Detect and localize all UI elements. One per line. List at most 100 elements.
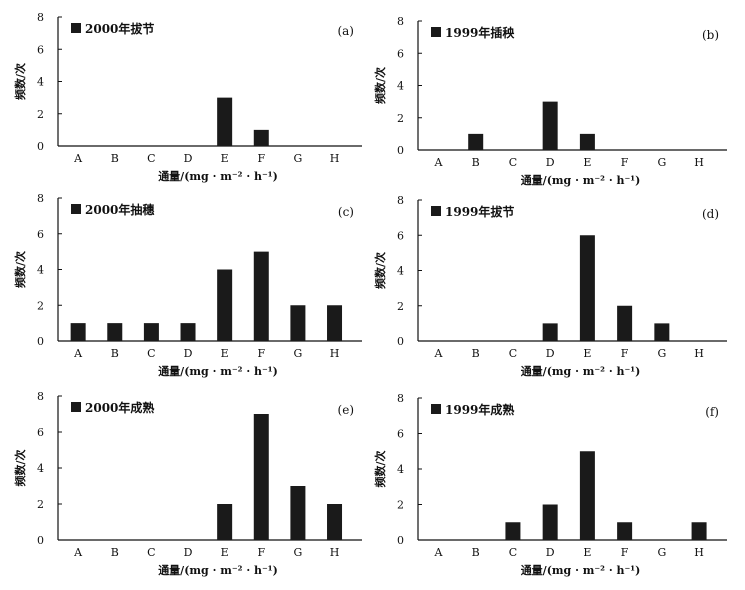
y-axis-label: 频数/次 [373,252,387,289]
x-axis-label: 通量/(mg · m⁻² · h⁻¹) [158,564,278,577]
bar-G [290,305,306,341]
x-tick-label: H [330,546,340,559]
legend-swatch [431,206,441,216]
legend-swatch [71,23,81,33]
y-tick-label: 0 [397,144,404,157]
panel-tag: (c) [338,205,354,219]
x-tick-label: H [330,347,340,360]
x-tick-label: G [657,546,666,559]
x-tick-label: D [546,546,555,559]
x-tick-label: G [657,156,666,169]
x-axis-label: 通量/(mg · m⁻² · h⁻¹) [521,365,641,378]
y-tick-label: 2 [397,300,404,313]
x-tick-label: E [583,347,591,360]
x-tick-label: G [657,347,666,360]
y-tick-label: 4 [37,264,44,277]
y-tick-label: 8 [397,15,404,28]
panel-c: 0 2 4 6 8 A B C D E F G H 频数/次通量/(mg · m⁻² · h⁻¹) 2000… [13,192,362,378]
x-tick-label: E [221,347,229,360]
bar-C [505,522,521,540]
bar-H [691,522,707,540]
legend-swatch [71,402,81,412]
x-tick-label: C [147,546,155,559]
x-tick-label: F [621,347,629,360]
bar-F [617,305,633,341]
x-axis-label: 通量/(mg · m⁻² · h⁻¹) [158,365,278,378]
x-tick-label: C [509,156,517,169]
bar-E [217,269,233,341]
bar-F [617,522,633,540]
bar-E [579,235,595,341]
panel-tag: (b) [702,28,719,42]
x-tick-label: B [472,347,480,360]
x-tick-label: B [472,546,480,559]
legend-label: 1999年成熟 [445,402,514,417]
panel-tag: (e) [338,403,354,417]
panel-b: 0 2 4 6 8 A B C D E F G H 频数/次通量/(mg · m⁻² · h⁻¹) 1999… [373,15,727,187]
y-tick-label: 0 [397,335,404,348]
y-tick-label: 2 [397,499,404,512]
x-tick-label: B [111,546,119,559]
panel-e: 0 2 4 6 8 A B C D E F G H 频数/次通量/(mg · m⁻² · h⁻¹) 2000… [13,390,362,577]
y-tick-label: 4 [397,463,404,476]
x-tick-label: D [184,546,193,559]
y-tick-label: 8 [397,392,404,405]
bar-E [217,97,233,146]
y-tick-label: 8 [37,192,44,205]
y-tick-label: 8 [37,390,44,403]
legend-swatch [431,27,441,37]
x-tick-label: A [73,546,83,559]
bar-E [579,451,595,540]
legend-swatch [71,204,81,214]
y-tick-label: 6 [37,426,44,439]
bar-G [654,323,670,341]
legend-swatch [431,404,441,414]
x-tick-label: A [433,347,443,360]
bar-E [217,504,233,540]
x-tick-label: E [583,546,591,559]
x-tick-label: A [433,546,443,559]
y-tick-label: 6 [37,43,44,56]
y-tick-label: 0 [37,534,44,547]
y-tick-label: 2 [397,112,404,125]
x-tick-label: H [694,546,704,559]
y-tick-label: 0 [397,534,404,547]
y-tick-label: 8 [37,11,44,24]
bar-D [542,504,558,540]
x-tick-label: E [221,546,229,559]
bar-D [542,323,558,341]
x-tick-label: H [330,152,340,165]
bar-D [542,101,558,150]
legend-label: 2000年成熟 [85,400,154,415]
x-tick-label: C [509,347,517,360]
y-tick-label: 8 [397,194,404,207]
x-tick-label: D [184,347,193,360]
y-tick-label: 0 [37,140,44,153]
bar-D [180,323,196,341]
y-tick-label: 2 [37,299,44,312]
x-tick-label: F [257,546,265,559]
panel-f: 0 2 4 6 8 A B C D E F G H 频数/次通量/(mg · m⁻² · h⁻¹) 1999… [373,392,727,577]
y-tick-label: 4 [37,462,44,475]
x-tick-label: D [546,347,555,360]
x-tick-label: A [433,156,443,169]
x-tick-label: D [184,152,193,165]
x-tick-label: F [621,156,629,169]
x-tick-label: A [73,152,83,165]
panel-tag: (f) [705,405,719,419]
legend-label: 2000年抽穗 [85,202,154,217]
panel-tag: (d) [702,207,719,221]
x-tick-label: G [294,546,303,559]
x-tick-label: A [73,347,83,360]
y-tick-label: 4 [397,80,404,93]
y-tick-label: 6 [397,428,404,441]
x-axis-label: 通量/(mg · m⁻² · h⁻¹) [521,564,641,577]
bar-F [253,129,269,146]
x-tick-label: G [294,347,303,360]
x-tick-label: F [257,152,265,165]
y-tick-label: 4 [397,265,404,278]
y-tick-label: 6 [37,228,44,241]
x-tick-label: B [111,152,119,165]
x-axis-label: 通量/(mg · m⁻² · h⁻¹) [521,174,641,187]
